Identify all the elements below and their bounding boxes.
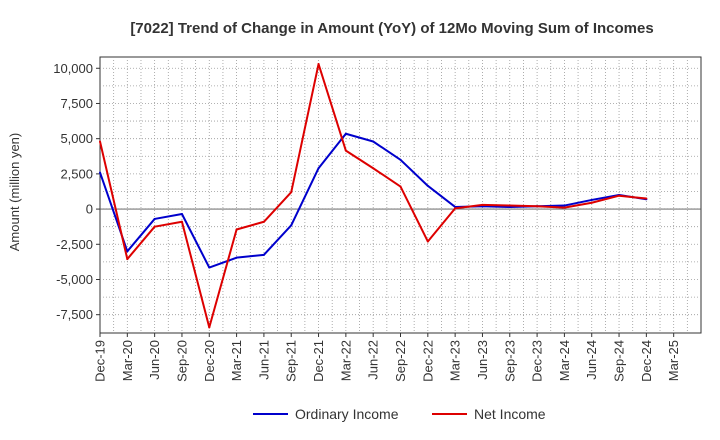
- x-tick-label: Mar-23: [448, 340, 463, 381]
- data-point-ordinary-income: [99, 171, 101, 174]
- x-tick-label: Jun-24: [584, 340, 599, 380]
- y-tick-label: -2,500: [56, 237, 93, 252]
- x-tick-label: Jun-22: [366, 340, 381, 380]
- data-point-ordinary-income: [399, 158, 402, 161]
- x-tick-label: Dec-19: [93, 340, 108, 382]
- series-lines: [99, 63, 648, 329]
- data-point-net-income: [399, 185, 402, 188]
- x-tick-label: Mar-24: [557, 340, 572, 381]
- x-tick-label: Sep-23: [502, 340, 517, 382]
- x-tick-label: Mar-25: [666, 340, 681, 381]
- y-tick-label: 5,000: [60, 131, 93, 146]
- grid-lines: [100, 57, 701, 333]
- data-point-ordinary-income: [344, 132, 347, 135]
- data-point-net-income: [180, 220, 183, 223]
- y-tick-label: 10,000: [53, 61, 93, 76]
- data-point-net-income: [590, 201, 593, 204]
- y-tick-label: 0: [86, 202, 93, 217]
- y-tick-label: 2,500: [60, 166, 93, 181]
- x-axis-ticks: Dec-19 Mar-20 Jun-20 Sep-20 Dec-20 Mar-21 Jun-…: [93, 333, 681, 382]
- y-tick-label: 7,500: [60, 96, 93, 111]
- data-point-net-income: [508, 204, 511, 207]
- data-point-ordinary-income: [563, 204, 566, 207]
- data-point-net-income: [126, 258, 129, 261]
- data-point-net-income: [235, 228, 238, 231]
- data-point-ordinary-income: [180, 213, 183, 216]
- data-point-net-income: [317, 63, 320, 66]
- data-point-ordinary-income: [590, 198, 593, 201]
- legend: Ordinary Income Net Income: [253, 406, 546, 422]
- data-point-ordinary-income: [262, 253, 265, 256]
- x-tick-label: Sep-21: [284, 340, 299, 382]
- y-axis-ticks: 10,000 7,500 5,000 2,500 0 -2,500 -5,000 -7,500: [53, 61, 100, 322]
- data-point-net-income: [372, 167, 375, 170]
- chart-title: [7022] Trend of Change in Amount (YoY) o…: [130, 20, 653, 37]
- legend-label-net-income: Net Income: [474, 406, 546, 422]
- data-point-net-income: [536, 205, 539, 208]
- y-tick-label: -5,000: [56, 272, 93, 287]
- x-tick-label: Jun-20: [147, 340, 162, 380]
- data-point-net-income: [645, 197, 648, 200]
- x-tick-label: Sep-22: [393, 340, 408, 382]
- data-point-ordinary-income: [126, 250, 129, 253]
- data-point-net-income: [208, 326, 211, 329]
- x-tick-label: Dec-24: [639, 340, 654, 382]
- data-point-net-income: [563, 206, 566, 209]
- x-tick-label: Jun-21: [256, 340, 271, 380]
- x-tick-label: Mar-20: [120, 340, 135, 381]
- y-axis-title: Amount (million yen): [7, 133, 22, 252]
- data-point-net-income: [99, 140, 101, 143]
- data-point-net-income: [426, 240, 429, 243]
- x-tick-label: Dec-20: [202, 340, 217, 382]
- data-point-net-income: [618, 194, 621, 197]
- data-point-ordinary-income: [235, 256, 238, 259]
- x-tick-label: Dec-23: [530, 340, 545, 382]
- x-tick-label: Sep-24: [612, 340, 627, 382]
- data-point-ordinary-income: [208, 266, 211, 269]
- data-point-ordinary-income: [426, 184, 429, 187]
- data-point-net-income: [290, 191, 293, 194]
- x-tick-label: Jun-23: [475, 340, 490, 380]
- x-tick-label: Mar-22: [338, 340, 353, 381]
- data-point-ordinary-income: [317, 167, 320, 170]
- data-point-net-income: [481, 203, 484, 206]
- data-point-ordinary-income: [290, 224, 293, 227]
- y-tick-label: -7,500: [56, 307, 93, 322]
- data-point-net-income: [153, 225, 156, 228]
- data-point-net-income: [344, 149, 347, 152]
- legend-label-ordinary-income: Ordinary Income: [295, 406, 399, 422]
- x-tick-label: Sep-20: [174, 340, 189, 382]
- data-point-net-income: [262, 220, 265, 223]
- x-tick-label: Dec-22: [420, 340, 435, 382]
- x-tick-label: Dec-21: [311, 340, 326, 382]
- x-tick-label: Mar-21: [229, 340, 244, 381]
- data-point-ordinary-income: [153, 217, 156, 220]
- data-point-net-income: [454, 207, 457, 210]
- data-point-ordinary-income: [372, 140, 375, 143]
